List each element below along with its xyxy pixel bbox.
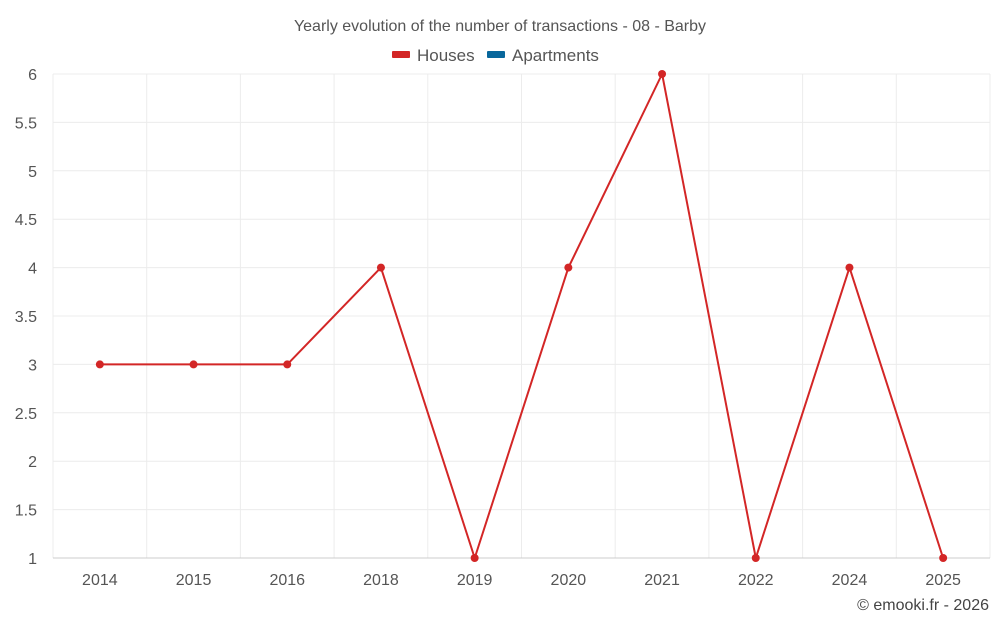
y-tick-label: 2 xyxy=(28,454,37,471)
data-point[interactable] xyxy=(376,263,385,272)
legend-item-houses[interactable]: Houses xyxy=(392,46,475,65)
legend-item-apartments[interactable]: Apartments xyxy=(487,46,599,65)
x-tick-label: 2025 xyxy=(925,572,961,589)
y-tick-label: 1.5 xyxy=(15,503,37,520)
x-tick-label: 2024 xyxy=(832,572,868,589)
credit-text: © emooki.fr - 2026 xyxy=(857,597,989,614)
legend: Houses Apartments xyxy=(392,46,599,65)
legend-swatch-apartments xyxy=(487,51,505,58)
data-point[interactable] xyxy=(189,360,198,369)
data-point[interactable] xyxy=(845,263,854,272)
y-axis-ticks: 1 1.5 2 2.5 3 3.5 4 4.5 5 5.5 6 xyxy=(15,67,37,568)
x-axis-ticks: 2014 2015 2016 2018 2019 2020 2021 2022 2024 2025 xyxy=(82,572,961,589)
x-tick-label: 2022 xyxy=(738,572,774,589)
data-point[interactable] xyxy=(658,70,667,78)
y-tick-label: 2.5 xyxy=(15,406,37,423)
chart-title: Yearly evolution of the number of transa… xyxy=(294,18,706,35)
x-tick-label: 2018 xyxy=(363,572,399,589)
y-tick-label: 1 xyxy=(28,551,37,568)
x-gridlines xyxy=(52,74,991,558)
data-point[interactable] xyxy=(470,554,479,562)
y-tick-label: 5 xyxy=(28,164,37,181)
x-tick-label: 2015 xyxy=(176,572,212,589)
data-point[interactable] xyxy=(95,360,104,369)
y-tick-label: 4.5 xyxy=(15,212,37,229)
y-tick-label: 3 xyxy=(28,357,37,374)
y-tick-label: 5.5 xyxy=(15,115,37,132)
data-point[interactable] xyxy=(283,360,292,369)
x-tick-label: 2016 xyxy=(269,572,305,589)
legend-label-houses: Houses xyxy=(417,46,475,65)
x-tick-label: 2014 xyxy=(82,572,118,589)
x-tick-label: 2019 xyxy=(457,572,493,589)
data-point[interactable] xyxy=(751,554,760,562)
x-tick-label: 2021 xyxy=(644,572,680,589)
legend-swatch-houses xyxy=(392,51,410,58)
data-point[interactable] xyxy=(939,554,948,562)
x-tick-label: 2020 xyxy=(551,572,587,589)
y-tick-label: 6 xyxy=(28,67,37,84)
y-tick-label: 3.5 xyxy=(15,309,37,326)
legend-label-apartments: Apartments xyxy=(512,46,599,65)
y-tick-label: 4 xyxy=(28,261,37,278)
series-houses xyxy=(95,70,948,562)
series-line-houses xyxy=(99,73,945,559)
data-point[interactable] xyxy=(564,263,573,272)
